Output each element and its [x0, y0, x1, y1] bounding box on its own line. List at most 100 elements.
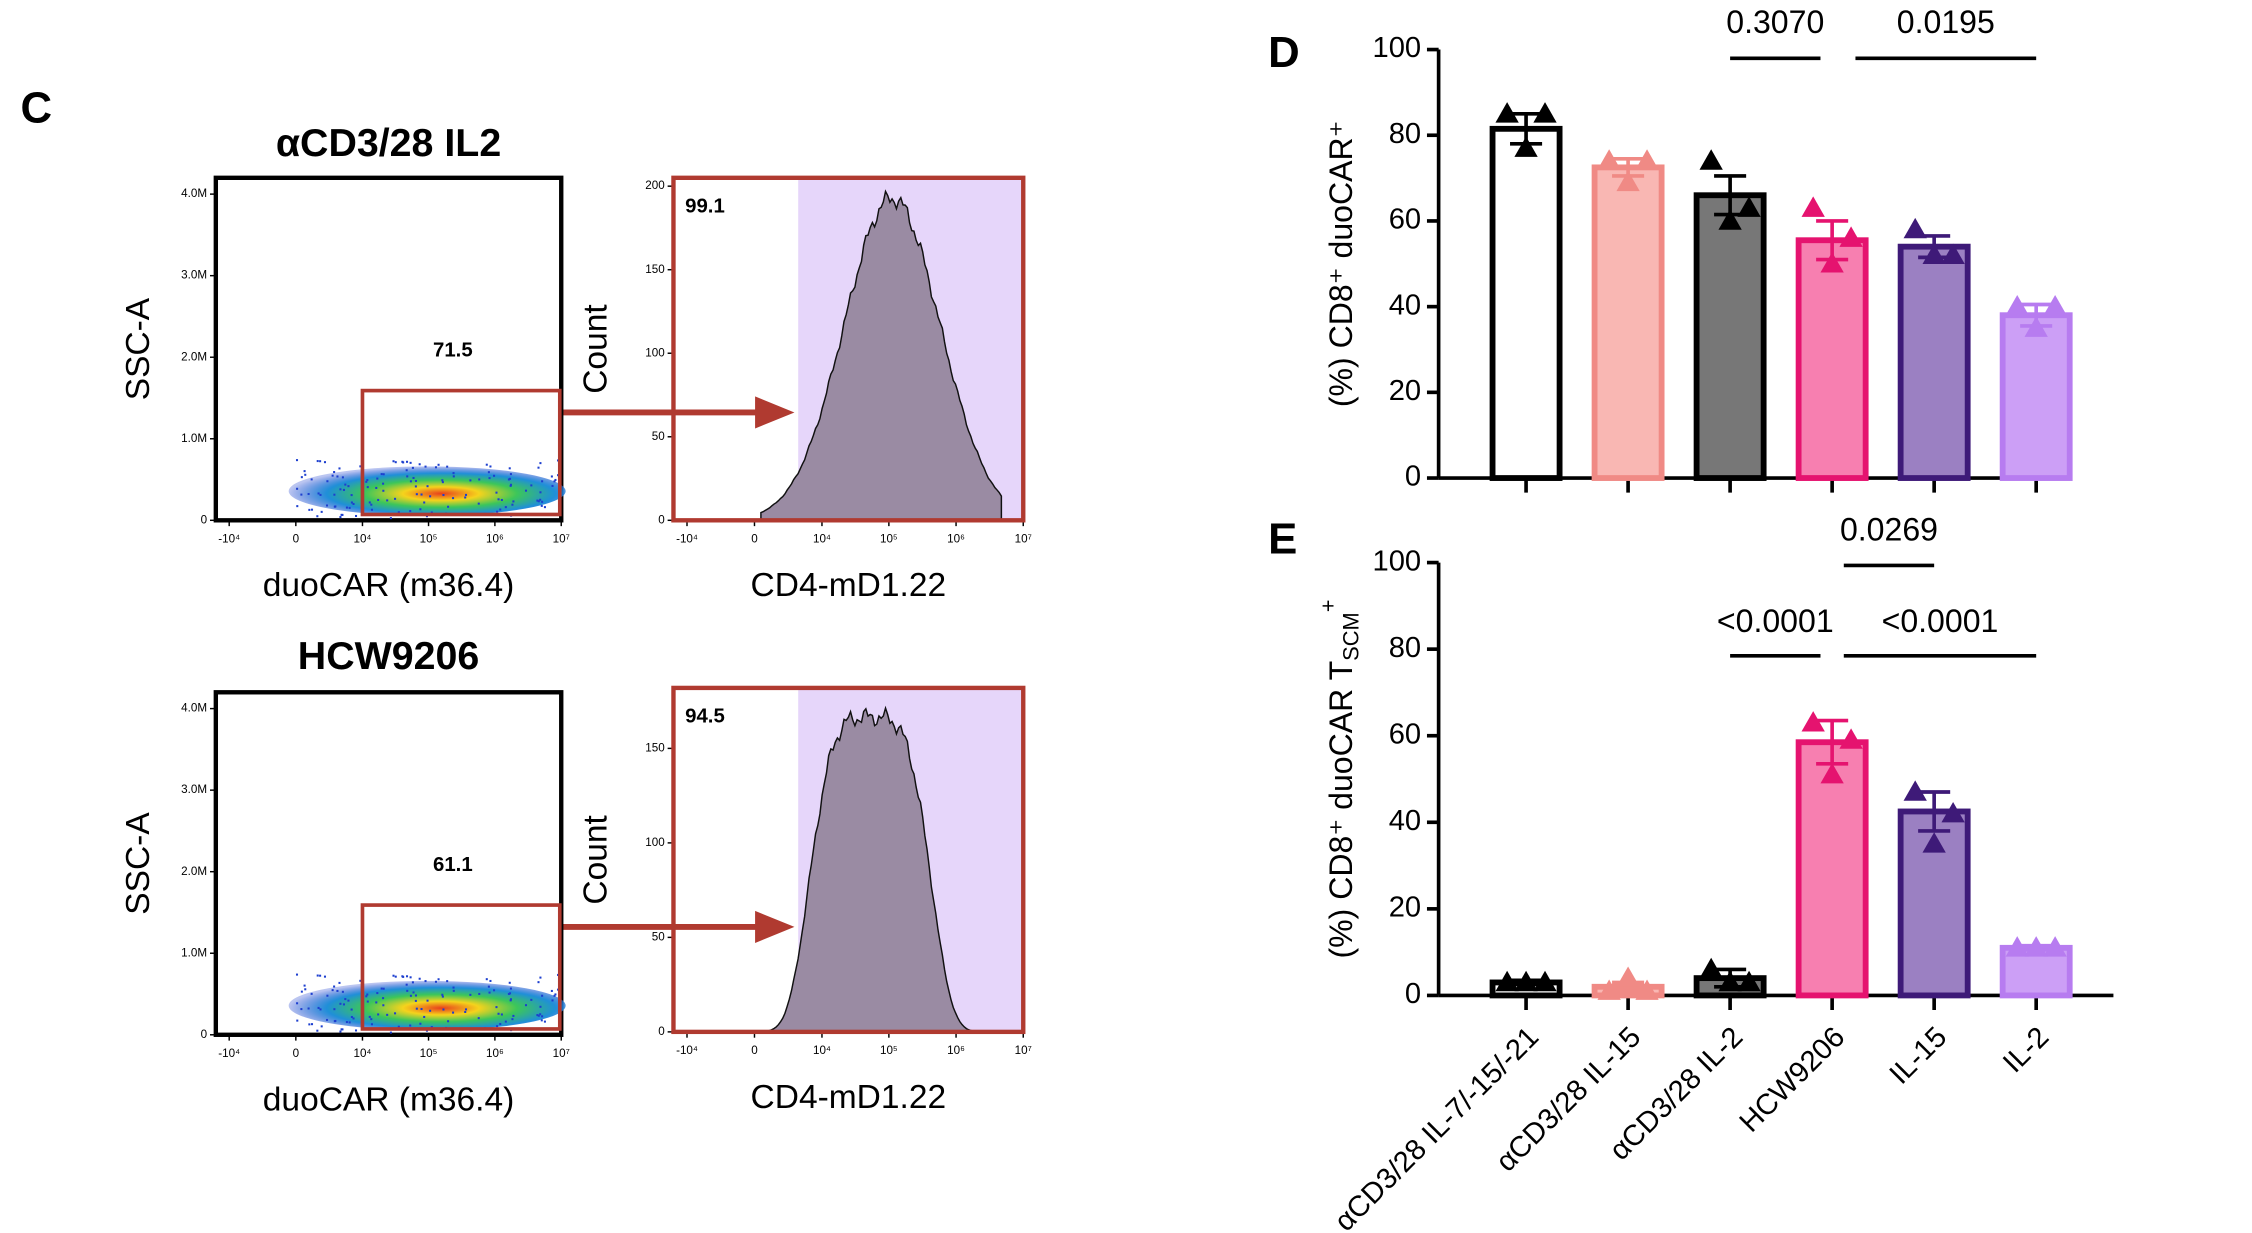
y-tick-label: 40 [1389, 805, 1421, 837]
density-dot [541, 500, 544, 503]
data-point [1801, 196, 1825, 217]
density-dot [441, 993, 444, 996]
data-point [1597, 979, 1621, 1000]
density-dot [434, 980, 437, 983]
density-dot [550, 989, 553, 992]
density-dot [382, 1004, 385, 1007]
x-tick-label: 10⁷ [1015, 532, 1032, 545]
density-dot [418, 977, 421, 980]
density-dot [317, 492, 320, 495]
density-dot [539, 1013, 542, 1016]
gate [360, 388, 562, 517]
density-dot [429, 495, 432, 498]
density-dot [350, 1008, 353, 1011]
x-tick-label: IL-2 [1997, 1021, 2055, 1079]
density-dot [536, 499, 539, 502]
density-dot [469, 993, 472, 996]
density-dot [554, 993, 557, 996]
gate-arrow [561, 396, 795, 943]
density-dot [336, 989, 339, 992]
density-dot [426, 999, 429, 1002]
y-tick-label: 60 [1389, 718, 1421, 750]
density-dot [325, 504, 329, 507]
density-dot [493, 989, 496, 992]
density-dot [310, 1023, 314, 1026]
x-tick-label: 0 [751, 532, 758, 545]
density-dot [325, 1018, 329, 1021]
x-tick-label: 0 [293, 532, 300, 545]
y-tick-label: 2.0M [181, 350, 207, 363]
density-dot [424, 465, 427, 468]
density-dot [424, 980, 427, 983]
density-dot [405, 983, 408, 986]
density-dot [497, 498, 500, 501]
y-axis-label-subscript: SCM [1338, 612, 1363, 661]
y-tick-label: 0 [1405, 461, 1421, 493]
density-dot [409, 480, 412, 483]
density-dot [409, 461, 412, 464]
density-dot [355, 514, 358, 517]
density-dot [333, 505, 336, 508]
density-dot [350, 494, 353, 497]
density-dot [310, 992, 313, 995]
gate [671, 685, 1026, 1035]
density-dot [423, 1015, 426, 1018]
density-dot [539, 976, 542, 979]
density-dot [397, 1025, 400, 1028]
density-dot [499, 1023, 502, 1026]
density-dot [541, 1015, 544, 1018]
gate-label: 99.1 [685, 195, 725, 217]
density-dot [341, 513, 344, 516]
density-dot [409, 976, 412, 979]
data-point [2005, 294, 2029, 316]
density-dot [366, 479, 369, 482]
density-dot [509, 992, 512, 995]
bar [1591, 164, 1665, 481]
density-dot [319, 493, 322, 496]
density-dot [504, 1020, 507, 1023]
data-point [1514, 136, 1538, 157]
density-dot [524, 1004, 528, 1007]
density-dot [382, 482, 385, 485]
error-bar [1918, 790, 1951, 833]
density-dot [512, 500, 515, 503]
density-dot [414, 999, 417, 1002]
density-dot [320, 1025, 323, 1028]
x-axis-label: duoCAR (m36.4) [263, 1082, 514, 1119]
density-dot [500, 498, 503, 502]
density-dot [464, 1008, 468, 1011]
density-dot [509, 477, 512, 480]
density-dot [310, 508, 314, 511]
density-dot [317, 1006, 320, 1009]
x-tick-label: 10⁷ [1015, 1044, 1032, 1057]
density-dot [300, 493, 303, 496]
density-dot [437, 463, 440, 466]
density-dot [341, 990, 344, 993]
y-tick-label: 3.0M [181, 269, 207, 282]
density-dot [452, 497, 455, 500]
y-axis-label: (%) CD8⁺ duoCAR⁺ [1323, 120, 1359, 407]
density-dot [409, 510, 412, 513]
density-dot [392, 460, 395, 463]
density-dot [347, 485, 350, 488]
data-point [1616, 966, 1640, 987]
density-cloud [288, 466, 566, 516]
y-tick-label: 0 [1405, 978, 1421, 1010]
x-tick-label: 10⁴ [353, 1047, 371, 1060]
density-dot [412, 991, 415, 994]
density-dot [394, 461, 397, 464]
density-dot [319, 1008, 322, 1011]
density-dot [401, 460, 404, 463]
p-value-label: <0.0001 [1882, 603, 1999, 639]
density-dot [333, 493, 336, 496]
y-tick-label: 4.0M [181, 187, 207, 200]
data-point [1820, 252, 1844, 273]
density-dot [394, 975, 397, 978]
y-tick-label: 80 [1389, 632, 1421, 664]
density-dot [345, 506, 348, 509]
density-dot [338, 467, 341, 470]
density-dot [412, 476, 415, 479]
density-dot [347, 999, 350, 1002]
data-point [1922, 832, 1946, 853]
y-tick-label: 4.0M [181, 702, 207, 715]
